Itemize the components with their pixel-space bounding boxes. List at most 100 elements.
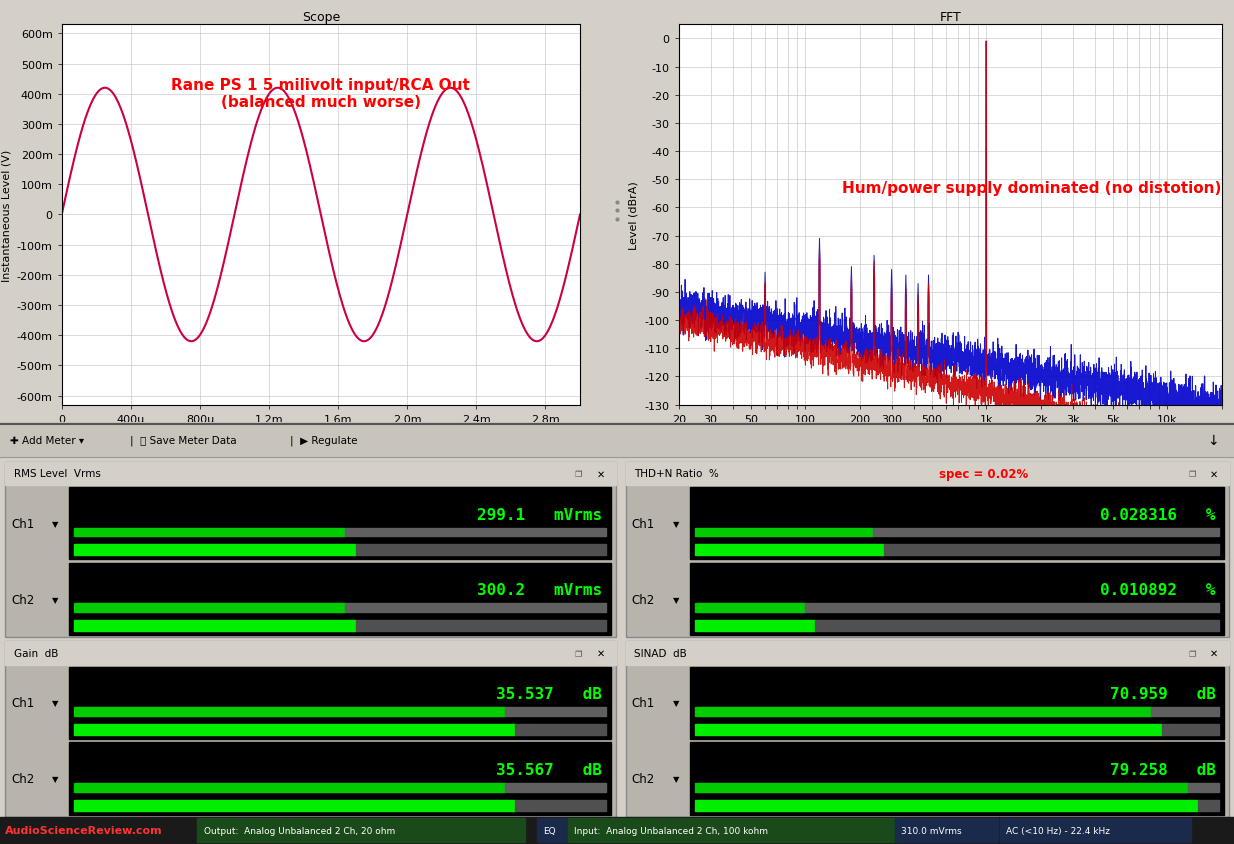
Bar xyxy=(626,463,1229,637)
Bar xyxy=(69,743,611,815)
Bar xyxy=(197,819,526,842)
Text: ↓: ↓ xyxy=(1208,433,1219,447)
Text: Ch2: Ch2 xyxy=(632,592,655,606)
Text: ▼: ▼ xyxy=(673,699,679,707)
Text: 310.0 mVrms: 310.0 mVrms xyxy=(901,825,961,835)
Text: ❐: ❐ xyxy=(1188,469,1196,479)
Text: ✕: ✕ xyxy=(597,469,605,479)
Bar xyxy=(816,620,1219,631)
Text: Gain  dB: Gain dB xyxy=(14,648,58,658)
Bar xyxy=(626,462,1229,486)
Bar xyxy=(0,422,1234,457)
Bar xyxy=(695,603,805,613)
Text: THD+N Ratio  %: THD+N Ratio % xyxy=(634,469,719,479)
Bar xyxy=(1000,819,1191,842)
X-axis label: Time (s): Time (s) xyxy=(299,430,343,440)
Text: AC (<10 Hz) - 22.4 kHz: AC (<10 Hz) - 22.4 kHz xyxy=(1006,825,1109,835)
Bar xyxy=(1161,724,1219,735)
Text: ▼: ▼ xyxy=(52,519,58,528)
Bar xyxy=(695,799,1198,810)
Bar xyxy=(355,544,606,555)
Bar xyxy=(69,488,611,560)
Bar xyxy=(74,783,505,792)
Bar xyxy=(695,783,1187,792)
Text: Ch2: Ch2 xyxy=(11,592,35,606)
Bar xyxy=(626,641,1229,817)
Text: 0.028316   %: 0.028316 % xyxy=(1099,507,1215,522)
Bar xyxy=(874,528,1219,537)
Bar xyxy=(1187,783,1219,792)
Title: Scope: Scope xyxy=(302,11,339,24)
Text: ✕: ✕ xyxy=(1211,469,1218,479)
Bar xyxy=(5,641,616,817)
Text: ▼: ▼ xyxy=(673,774,679,783)
Bar xyxy=(355,620,606,631)
Bar xyxy=(74,603,346,613)
Text: ▼: ▼ xyxy=(673,519,679,528)
Text: 299.1   mVrms: 299.1 mVrms xyxy=(478,507,602,522)
Text: Ch1: Ch1 xyxy=(632,517,655,530)
Bar xyxy=(74,724,516,735)
Text: SINAD  dB: SINAD dB xyxy=(634,648,687,658)
Text: ✕: ✕ xyxy=(597,648,605,658)
Text: |  ▶ Regulate: | ▶ Regulate xyxy=(290,435,358,446)
Text: ▼: ▼ xyxy=(673,595,679,603)
Bar xyxy=(626,641,1229,817)
Bar xyxy=(690,743,1224,815)
Bar xyxy=(74,544,355,555)
Bar xyxy=(516,799,606,810)
Bar xyxy=(884,544,1219,555)
Text: Ch1: Ch1 xyxy=(11,517,35,530)
Bar xyxy=(346,603,606,613)
Bar xyxy=(1198,799,1219,810)
Bar xyxy=(505,783,606,792)
Bar xyxy=(695,724,1161,735)
Text: EQ: EQ xyxy=(543,825,555,835)
Bar xyxy=(5,641,616,817)
Text: RMS Level  Vrms: RMS Level Vrms xyxy=(14,469,100,479)
Text: Ch2: Ch2 xyxy=(11,772,35,785)
Bar xyxy=(805,603,1219,613)
Bar xyxy=(537,819,568,842)
Text: 70.959   dB: 70.959 dB xyxy=(1109,686,1215,701)
Text: 79.258   dB: 79.258 dB xyxy=(1109,762,1215,777)
Text: ❐: ❐ xyxy=(1188,649,1196,657)
Bar xyxy=(0,817,1234,844)
Bar xyxy=(690,563,1224,636)
Bar xyxy=(695,528,874,537)
Y-axis label: Instantaneous Level (V): Instantaneous Level (V) xyxy=(1,149,11,281)
Text: 35.537   dB: 35.537 dB xyxy=(496,686,602,701)
Text: Hum/power supply dominated (no distotion): Hum/power supply dominated (no distotion… xyxy=(842,181,1220,196)
Text: 0.010892   %: 0.010892 % xyxy=(1099,582,1215,598)
Text: 35.567   dB: 35.567 dB xyxy=(496,762,602,777)
Title: FFT: FFT xyxy=(939,11,961,24)
Bar xyxy=(346,528,606,537)
Bar xyxy=(5,462,616,486)
Bar xyxy=(5,463,616,637)
Text: ▼: ▼ xyxy=(52,595,58,603)
Bar xyxy=(5,641,616,665)
Y-axis label: Level (dBrA): Level (dBrA) xyxy=(629,181,639,250)
Text: Rane PS 1 5 milivolt input/RCA Out
(balanced much worse): Rane PS 1 5 milivolt input/RCA Out (bala… xyxy=(172,78,470,110)
Bar xyxy=(695,620,816,631)
Bar xyxy=(69,667,611,739)
Text: ▼: ▼ xyxy=(52,699,58,707)
Bar xyxy=(568,819,903,842)
Bar xyxy=(74,707,505,716)
Text: spec = 0.02%: spec = 0.02% xyxy=(939,468,1029,480)
Text: |  💾 Save Meter Data: | 💾 Save Meter Data xyxy=(130,435,236,446)
Text: Output:  Analog Unbalanced 2 Ch, 20 ohm: Output: Analog Unbalanced 2 Ch, 20 ohm xyxy=(204,825,395,835)
Text: Ch1: Ch1 xyxy=(632,696,655,710)
Text: ▼: ▼ xyxy=(52,774,58,783)
Bar xyxy=(74,799,516,810)
Text: Input:  Analog Unbalanced 2 Ch, 100 kohm: Input: Analog Unbalanced 2 Ch, 100 kohm xyxy=(574,825,768,835)
Bar xyxy=(74,528,346,537)
Bar xyxy=(690,488,1224,560)
Bar xyxy=(1151,707,1219,716)
Bar xyxy=(69,563,611,636)
Bar xyxy=(695,707,1151,716)
Text: ✚ Add Meter ▾: ✚ Add Meter ▾ xyxy=(10,436,84,445)
X-axis label: Frequency (Hz): Frequency (Hz) xyxy=(908,430,992,440)
Bar xyxy=(626,641,1229,665)
Bar xyxy=(895,819,997,842)
